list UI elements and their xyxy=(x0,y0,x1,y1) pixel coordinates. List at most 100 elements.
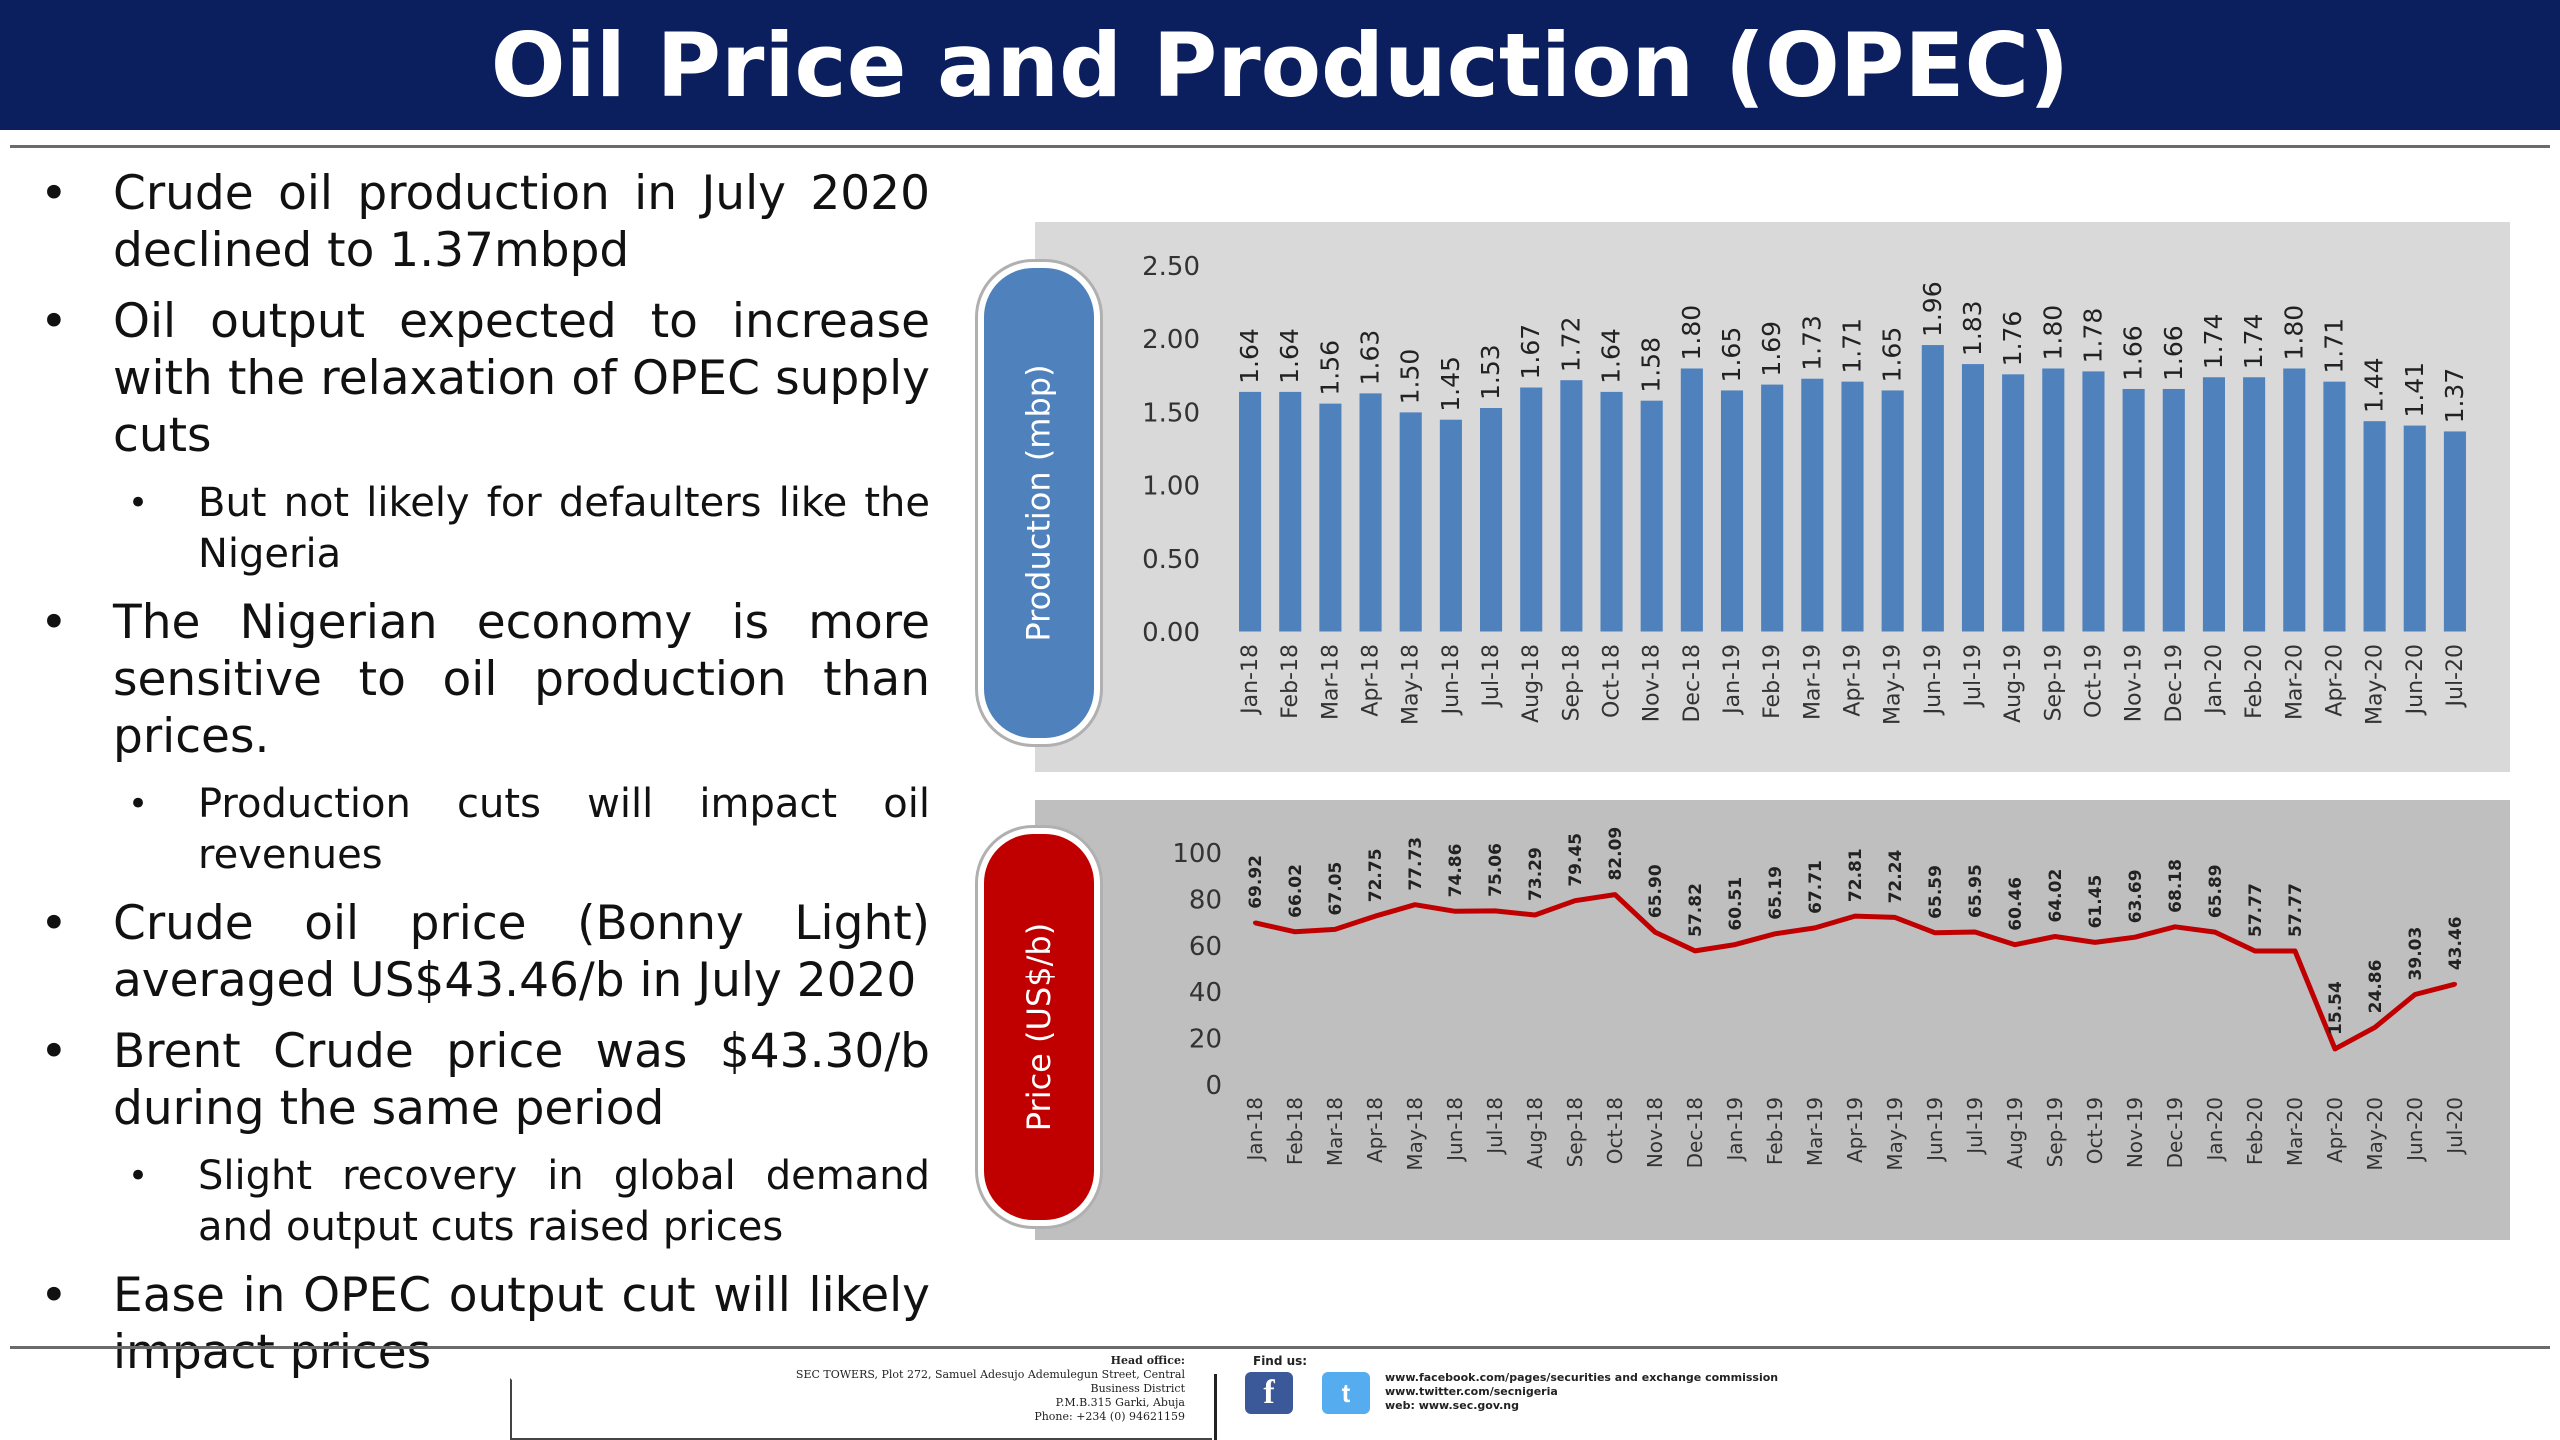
price-chart-panel: 0 20 40 60 80 100 Jan-18 Feb-18 Mar-18 Apr-18 May-… xyxy=(1035,800,2510,1240)
x-tick-label: Dec-18 xyxy=(1683,1097,1707,1168)
bullet-item: • Crude oil price (Bonny Light) averaged … xyxy=(30,895,930,1009)
price-point xyxy=(2093,940,2097,945)
data-label: 67.71 xyxy=(1806,860,1826,914)
x-tick-label: Jun-18 xyxy=(1439,644,1464,716)
data-label: 72.75 xyxy=(1366,848,1386,902)
data-label: 1.71 xyxy=(2319,318,2348,374)
x-tick-label: Jul-20 xyxy=(2443,1097,2467,1156)
price-point xyxy=(2253,948,2257,953)
production-bar xyxy=(2363,421,2386,632)
data-label: 65.19 xyxy=(1766,866,1786,920)
x-tick-label: Mar-20 xyxy=(2283,1097,2307,1166)
price-point xyxy=(2453,982,2457,987)
x-tick-label: May-18 xyxy=(1399,644,1424,725)
price-point xyxy=(2053,934,2057,939)
bullet-marker: • xyxy=(40,166,68,221)
production-bar xyxy=(1720,390,1744,632)
x-tick-label: Feb-19 xyxy=(1763,1097,1787,1165)
bullet-list: • Crude oil production in July 2020 decli… xyxy=(30,165,930,1395)
x-tick-label: Nov-19 xyxy=(2123,1097,2147,1168)
x-tick-label: Sep-18 xyxy=(1559,644,1584,721)
production-bar xyxy=(1961,364,1985,632)
facebook-link[interactable]: www.facebook.com/pages/securities and ex… xyxy=(1385,1371,1779,1384)
data-label: 1.56 xyxy=(1315,340,1344,396)
x-tick-label: May-20 xyxy=(2363,1097,2387,1171)
production-bar xyxy=(2323,381,2346,632)
x-tick-label: Feb-18 xyxy=(1278,644,1303,719)
price-point xyxy=(2333,1046,2337,1051)
production-bar xyxy=(1841,381,1864,632)
x-tick-label: Mar-20 xyxy=(2282,644,2307,720)
data-label: 65.59 xyxy=(1926,865,1946,919)
bullet-text: Crude oil price (Bonny Light) averaged U… xyxy=(113,896,930,1008)
data-label: 77.73 xyxy=(1406,837,1426,891)
x-tick-label: Mar-19 xyxy=(1803,1097,1827,1166)
data-label: 1.37 xyxy=(2440,368,2469,424)
data-label: 72.81 xyxy=(1846,848,1866,902)
production-bar xyxy=(1439,419,1462,632)
production-bar xyxy=(1359,393,1382,632)
facebook-icon[interactable]: f xyxy=(1245,1372,1293,1414)
price-point xyxy=(1413,902,1417,907)
production-axis-label-pill: Production (mbp) xyxy=(978,262,1100,744)
production-bar xyxy=(2122,388,2145,632)
data-label: 1.64 xyxy=(1275,328,1304,384)
x-tick-label: Oct-19 xyxy=(2081,644,2106,718)
twitter-link[interactable]: www.twitter.com/secnigeria xyxy=(1385,1385,1558,1398)
production-bar xyxy=(1761,384,1784,632)
data-label: 65.89 xyxy=(2206,864,2226,918)
y-tick-label: 2.00 xyxy=(1142,325,1200,355)
data-label: 1.64 xyxy=(1235,328,1264,384)
data-label: 79.45 xyxy=(1566,833,1586,887)
website-link[interactable]: web: www.sec.gov.ng xyxy=(1385,1399,1519,1412)
footer-address: Head office: SEC TOWERS, Plot 272, Samue… xyxy=(640,1354,1185,1424)
footer-frame xyxy=(510,1378,1212,1440)
price-point xyxy=(1573,898,1577,903)
data-label: 69.92 xyxy=(1246,855,1266,909)
price-point xyxy=(1893,915,1897,920)
x-tick-label: Apr-19 xyxy=(1841,644,1866,717)
data-label: 1.65 xyxy=(1717,327,1746,383)
x-tick-label: Jun-20 xyxy=(2403,644,2428,716)
data-label: 1.66 xyxy=(2159,325,2188,381)
production-bar xyxy=(2443,431,2466,632)
x-tick-label: Feb-19 xyxy=(1760,644,1785,719)
bullet-marker: • xyxy=(128,483,149,523)
bullet-marker: • xyxy=(40,294,68,349)
y-tick-label: 80 xyxy=(1189,885,1222,915)
bullet-item: • Brent Crude price was $43.30/b during t… xyxy=(30,1023,930,1137)
y-tick-label: 2.50 xyxy=(1142,252,1200,282)
data-label: 63.69 xyxy=(2126,869,2146,923)
production-bar xyxy=(1279,391,1302,632)
bullet-text: Brent Crude price was $43.30/b during th… xyxy=(113,1024,930,1136)
price-point xyxy=(2373,1025,2377,1030)
bullet-item: • Oil output expected to increase with th… xyxy=(30,293,930,464)
data-label: 82.09 xyxy=(1606,827,1626,881)
y-tick-label: 0.50 xyxy=(1142,545,1200,575)
data-label: 1.65 xyxy=(1878,327,1907,383)
twitter-icon[interactable]: t xyxy=(1322,1372,1370,1414)
x-tick-label: May-19 xyxy=(1883,1097,1907,1171)
production-bar xyxy=(2202,377,2225,632)
footer-links: www.facebook.com/pages/securities and ex… xyxy=(1385,1371,1778,1413)
bullet-marker: • xyxy=(40,896,68,951)
production-chart-panel: 0.00 0.50 1.00 1.50 2.00 2.50 Jan-18 Feb-18 Mar-… xyxy=(1035,222,2510,772)
production-bar xyxy=(2403,425,2426,632)
y-tick-label: 20 xyxy=(1189,1025,1222,1055)
data-label: 1.44 xyxy=(2360,358,2389,414)
data-label: 61.45 xyxy=(2086,875,2106,929)
data-label: 64.02 xyxy=(2046,869,2066,923)
data-label: 73.29 xyxy=(1526,847,1546,901)
data-label: 1.58 xyxy=(1637,337,1666,393)
bullet-marker: • xyxy=(40,1268,68,1323)
data-label: 1.45 xyxy=(1436,356,1465,412)
production-ylabel: Production (mbp) xyxy=(1020,364,1058,642)
price-point xyxy=(1853,914,1857,919)
x-tick-label: Jun-19 xyxy=(1921,644,1946,716)
production-bar xyxy=(2082,371,2105,632)
page-title: Oil Price and Production (OPEC) xyxy=(490,13,2070,117)
sub-bullet-item: • But not likely for defaulters like the … xyxy=(30,478,930,580)
x-tick-label: Apr-19 xyxy=(1843,1097,1867,1163)
data-label: 1.76 xyxy=(1998,311,2027,367)
price-chart: 0 20 40 60 80 100 Jan-18 Feb-18 Mar-18 Apr-18 May-… xyxy=(1172,827,2467,1171)
